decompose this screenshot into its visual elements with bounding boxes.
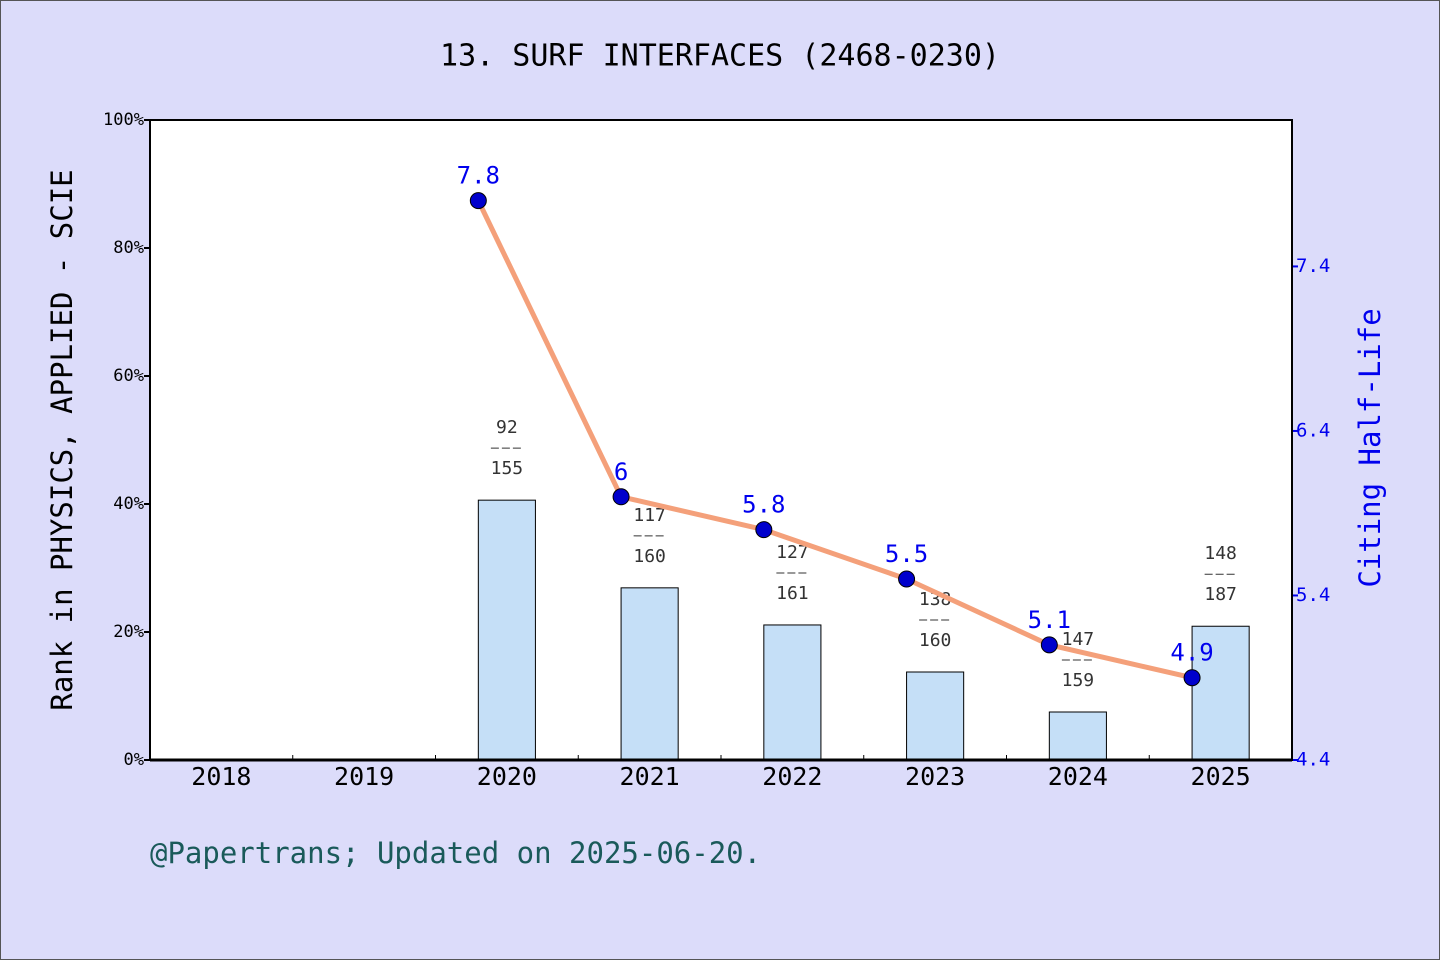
x-tick-label: 2019 — [334, 762, 394, 791]
chart-title: 13. SURF INTERFACES (2468-0230) — [440, 39, 1000, 74]
y2-tick-label: 5.4 — [1296, 584, 1330, 606]
x-tick-label: 2020 — [477, 762, 537, 791]
y2-tick-label: 4.4 — [1296, 749, 1330, 771]
point — [469, 192, 487, 210]
x-tick-label: 2024 — [1048, 762, 1108, 791]
y-tick-label: 100% — [103, 110, 144, 130]
rank-label: 92 — [496, 417, 518, 438]
point — [612, 488, 630, 506]
total-label: 160 — [633, 546, 666, 567]
rank-label: 148 — [1204, 543, 1237, 564]
y-axis-label: Rank in PHYSICS, APPLIED - SCIE — [45, 169, 79, 710]
y-tick-label: 80% — [113, 238, 144, 258]
rank-label: 147 — [1062, 629, 1095, 650]
point — [1040, 636, 1058, 654]
x-tick-label: 2018 — [191, 762, 251, 791]
y-tick-label: 60% — [113, 366, 144, 386]
bar — [1191, 625, 1250, 761]
bar — [906, 671, 965, 761]
point-label: 5.8 — [742, 491, 785, 519]
x-tick-label: 2025 — [1191, 762, 1251, 791]
footer: @Papertrans; Updated on 2025-06-20. — [150, 836, 761, 870]
bar — [1048, 711, 1107, 761]
total-label: 160 — [919, 630, 952, 651]
point-label: 7.8 — [457, 162, 500, 190]
bar — [763, 624, 822, 761]
rank-label: 127 — [776, 542, 809, 563]
total-label: 155 — [491, 458, 524, 479]
y2-tick-label: 6.4 — [1296, 419, 1330, 441]
point — [755, 521, 773, 539]
total-label: 187 — [1204, 584, 1237, 605]
y-tick-label: 20% — [113, 622, 144, 642]
bar — [477, 499, 536, 761]
point-label: 6 — [614, 458, 628, 486]
bar — [620, 587, 679, 761]
plot-area — [150, 120, 1292, 760]
rank-label: 117 — [633, 505, 666, 526]
total-label: 161 — [776, 583, 809, 604]
x-tick-label: 2022 — [762, 762, 822, 791]
y2-tick-label: 7.4 — [1296, 255, 1330, 277]
x-tick-label: 2023 — [905, 762, 965, 791]
line — [476, 199, 1193, 681]
point — [898, 570, 916, 588]
total-label: 159 — [1062, 670, 1095, 691]
y-tick-label: 0% — [124, 750, 144, 770]
point-label: 4.9 — [1170, 639, 1213, 667]
point-label: 5.5 — [885, 540, 928, 568]
y-tick-label: 40% — [113, 494, 144, 514]
point — [1183, 669, 1201, 687]
point-label: 5.1 — [1028, 606, 1071, 634]
y2-axis-label: Citing Half-Life — [1353, 308, 1387, 587]
x-tick-label: 2021 — [620, 762, 680, 791]
